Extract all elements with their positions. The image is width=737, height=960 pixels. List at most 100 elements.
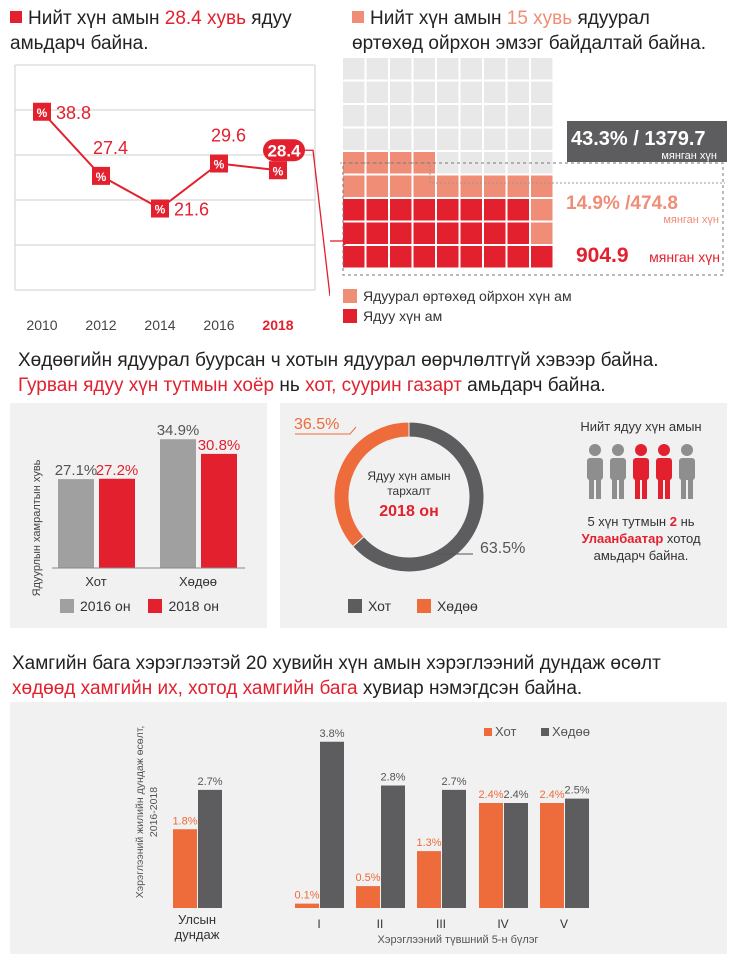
waffle-cell [437,81,459,103]
percent-marker-icon: % [37,106,48,120]
waffle-cell [437,105,459,127]
vulnerable-unit: мянган хүн [663,214,719,226]
x-tick-label: 2016 [203,317,234,330]
bar [58,479,94,568]
waffle-cell [531,105,553,127]
bar [173,829,197,908]
waffle-cell [507,81,529,103]
total-label: 43.3% / 1379.7 [571,128,706,150]
person-leg [589,477,594,499]
x-tick-label: 2018 [262,317,293,330]
x-tick-label: 2010 [26,317,57,330]
consumption-panel [10,702,727,954]
bar-category-label: Хот [85,574,106,589]
waffle-cell [507,246,529,268]
header-vulnerable: Нийт хүн амын 15 хувь ядуурал өртөхөд ой… [352,8,707,54]
person-leg [681,477,686,499]
value-label: 21.6 [174,200,209,220]
waffle-cell [531,128,553,150]
person-leg [635,477,640,499]
waffle-cell [531,175,553,197]
waffle-cell [390,105,412,127]
waffle-cell [343,222,365,244]
category-label: II [377,917,384,931]
waffle-cell [413,246,435,268]
total-box [567,121,727,162]
waffle-cell [460,175,482,197]
waffle-cell [460,222,482,244]
waffle-cell [413,128,435,150]
poor-label: 904.9 [576,244,629,267]
waffle-cell [531,199,553,221]
percent-marker-icon: % [96,170,107,184]
total-unit: мянган хүн [661,150,717,162]
cons-ylabel-2: 2016-2018 [148,787,160,837]
waffle-cell [390,175,412,197]
legend-red-icon [343,309,357,323]
waffle-cell [484,222,506,244]
waffle-chart: 43.3% / 1379.7 мянган хүн 14.9% /474.8 м… [330,58,727,276]
percent-marker [92,166,110,185]
bar [381,785,405,908]
waffle-cell [366,246,388,268]
waffle-cell [484,81,506,103]
waffle-cell [366,175,388,197]
value-label: 27.4 [93,138,128,158]
waffle-cell [413,222,435,244]
category-label: дундаж [175,927,220,942]
donut-center-line1: Ядуу хүн амын [367,469,450,483]
waffle-cell [460,58,482,80]
salmon-square-icon [352,11,364,23]
people-icons [587,444,695,499]
donut-slice [352,421,485,573]
person-leg [658,477,663,499]
bar-value-label: 2.8% [380,772,405,784]
legend-orange-icon [416,599,431,613]
waffle-cell [413,81,435,103]
vulnerable-label: 14.9% /474.8 [566,193,678,214]
highlight-badge [263,139,305,162]
waffle-cell [343,128,365,150]
waffle-cell [366,105,388,127]
bar [198,789,222,908]
poor-unit: мянган хүн [649,249,720,265]
donut-center-line2: тархалт [387,484,431,498]
waffle-cell [484,199,506,221]
percent-marker [269,161,287,180]
waffle-cell [366,81,388,103]
bar-value-label: 27.1% [55,462,98,479]
waffle-cell [437,128,459,150]
legend-gray-icon [60,599,74,613]
waffle-cell [390,246,412,268]
category-label: V [560,917,568,931]
person-icon [658,444,670,456]
people-title: Нийт ядуу хүн амын [580,419,702,434]
bar [160,439,196,568]
waffle-cell [460,81,482,103]
waffle-cell [343,199,365,221]
waffle-cell [390,128,412,150]
bar-value-label: 2.4% [539,789,564,801]
category-label: IV [497,917,508,931]
bar-ylabel: Ядуурлын хамралтын хувь [31,459,43,596]
bar-legend: 2016 он 2018 он [60,598,219,614]
waffle-cell [531,58,553,80]
bar-value-label: 2.7% [197,776,222,788]
donut-legend: Хот Хөдөө [348,598,478,614]
section2-title: Хөдөөгийн ядуурал буурсан ч хотын ядуура… [18,350,659,396]
legend-salmon-icon [343,289,357,303]
bar [540,803,564,908]
waffle-cell [484,175,506,197]
person-icon [681,444,693,456]
percent-marker-icon: % [214,158,225,172]
person-body [633,458,649,480]
percent-marker [151,199,169,218]
waffle-cell [437,58,459,80]
person-icon [589,444,601,456]
slice-label: 36.5% [294,416,339,433]
red-square-icon [10,11,22,23]
waffle-cell [531,81,553,103]
x-tick-label: 2012 [85,317,116,330]
person-body [587,458,603,480]
bar-value-label: 1.3% [416,837,441,849]
